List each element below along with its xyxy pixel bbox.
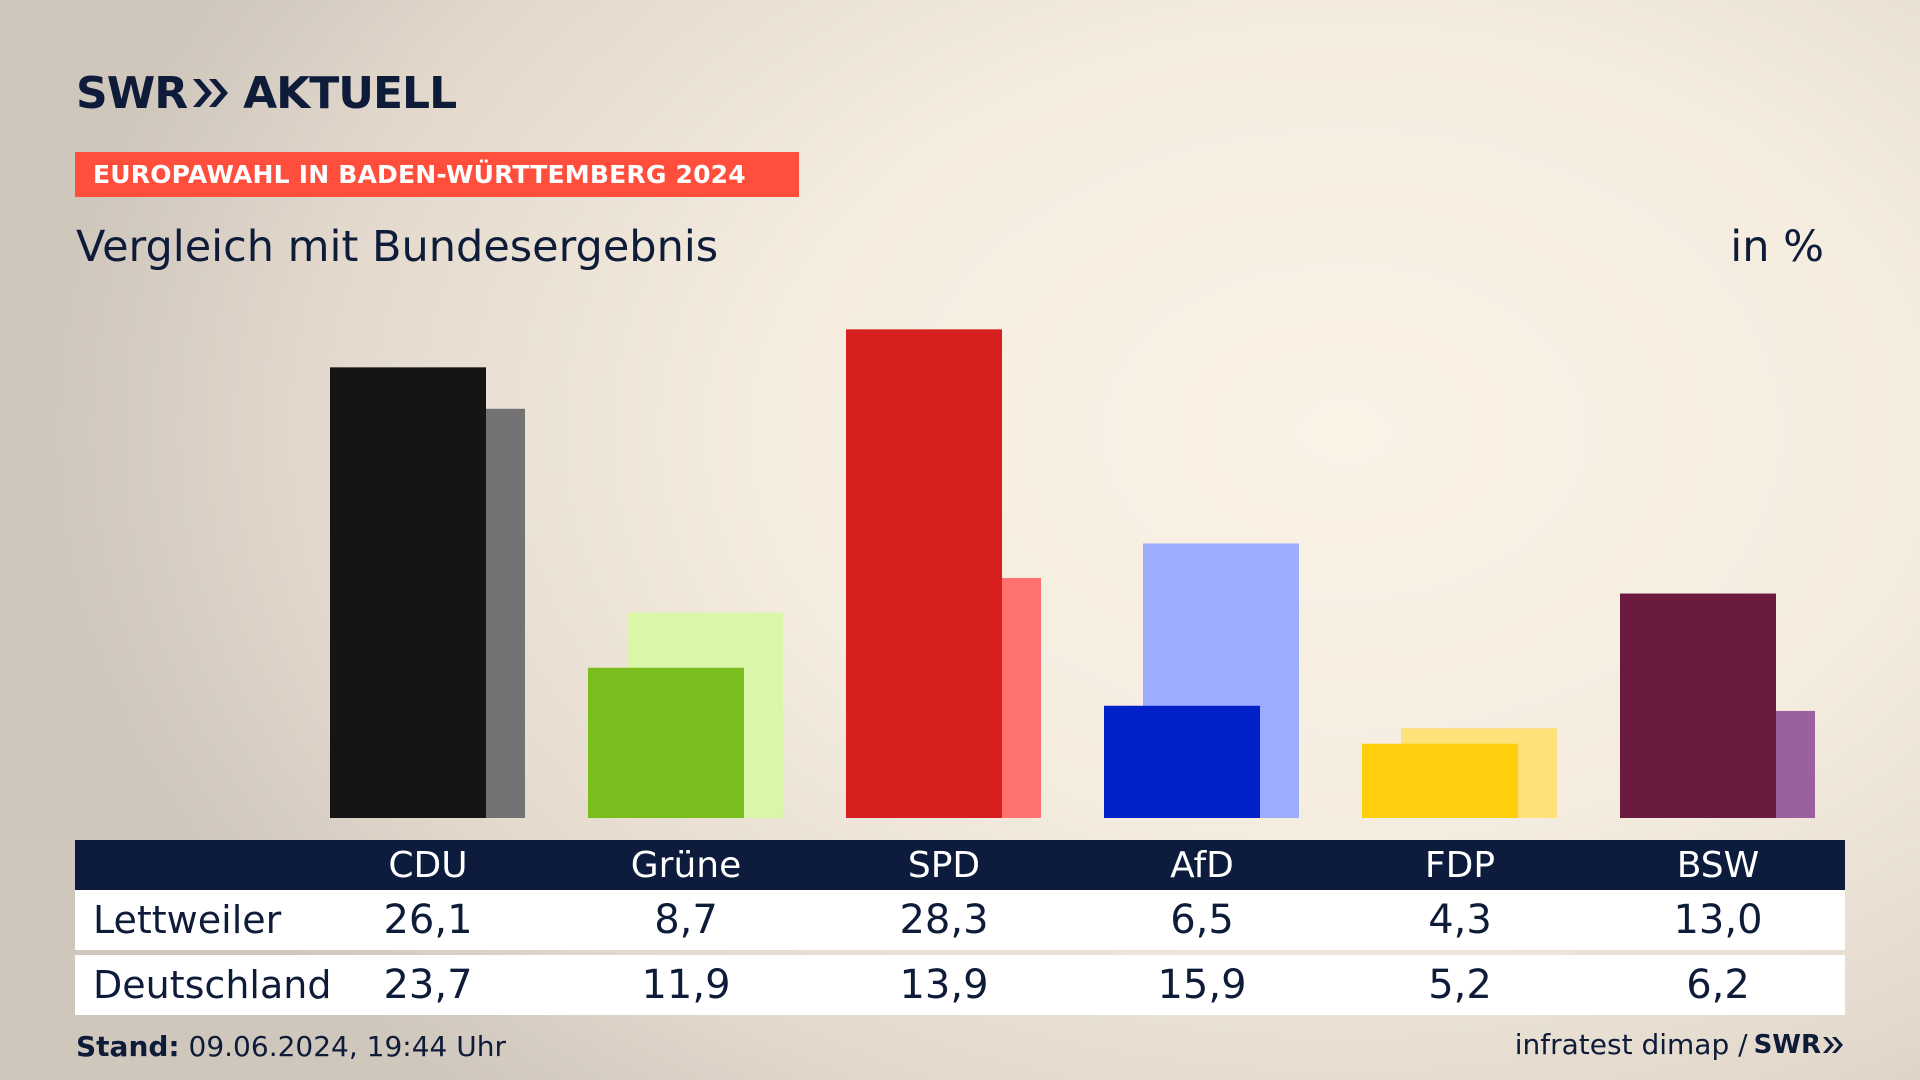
- value-deutschland-afd: 15,9: [1157, 962, 1247, 1008]
- table-row-deutschland: Deutschland 23,7 11,9 13,9 15,9 5,2 6,2: [75, 955, 1845, 1015]
- bar-grune-lettweiler: [588, 667, 744, 818]
- swr-chevrons-icon: [193, 79, 229, 107]
- bar-spd-lettweiler: [846, 329, 1002, 818]
- row-label-lettweiler: Lettweiler: [93, 898, 282, 942]
- swr-chevrons-small-icon: [1823, 1036, 1843, 1053]
- table-header: CDU Grüne SPD AfD FDP BSW: [75, 840, 1845, 890]
- column-header-afd: AfD: [1170, 844, 1234, 886]
- results-table: CDU Grüne SPD AfD FDP BSW Lettweiler 26,1 8,7 2…: [75, 840, 1845, 1015]
- value-lettweiler-cdu: 26,1: [383, 897, 473, 943]
- swr-aktuell-logo: SWR AKTUELL: [76, 67, 457, 119]
- column-header-spd: SPD: [907, 844, 981, 886]
- source-brand: SWR: [1753, 1029, 1821, 1060]
- column-header-cdu: CDU: [388, 844, 468, 886]
- column-header-fdp: FDP: [1424, 844, 1496, 886]
- source-text: infratest dimap /: [1514, 1028, 1748, 1061]
- unit-label: in %: [1730, 222, 1824, 272]
- row-label-deutschland: Deutschland: [93, 963, 332, 1007]
- aktuell-wordmark: AKTUELL: [243, 67, 457, 119]
- timestamp: Stand: 09.06.2024, 19:44 Uhr: [76, 1030, 506, 1063]
- value-lettweiler-fdp: 4,3: [1428, 897, 1492, 943]
- column-header-bsw: BSW: [1676, 844, 1760, 886]
- bar-cdu-lettweiler: [330, 367, 486, 818]
- value-deutschland-bsw: 6,2: [1686, 962, 1750, 1008]
- value-lettweiler-grune: 8,7: [654, 897, 718, 943]
- value-lettweiler-spd: 28,3: [899, 897, 989, 943]
- election-banner: EUROPAWAHL IN BADEN-WÜRTTEMBERG 2024: [75, 152, 799, 197]
- value-lettweiler-afd: 6,5: [1170, 897, 1234, 943]
- stand-value: 09.06.2024, 19:44 Uhr: [188, 1030, 506, 1063]
- table-row-lettweiler: Lettweiler 26,1 8,7 28,3 6,5 4,3 13,0: [75, 890, 1845, 950]
- bar-chart: [330, 329, 1815, 818]
- value-lettweiler-bsw: 13,0: [1673, 897, 1763, 943]
- swr-wordmark: SWR: [76, 67, 188, 119]
- chart-subtitle: Vergleich mit Bundesergebnis: [76, 222, 719, 272]
- bar-bsw-lettweiler: [1620, 593, 1776, 818]
- bar-fdp-lettweiler: [1362, 743, 1518, 818]
- bar-afd-lettweiler: [1104, 705, 1260, 818]
- column-header-grune: Grüne: [630, 844, 742, 886]
- source-credit: infratest dimap / SWR: [1515, 1028, 1845, 1061]
- value-deutschland-grune: 11,9: [641, 962, 731, 1008]
- value-deutschland-fdp: 5,2: [1428, 962, 1492, 1008]
- value-deutschland-spd: 13,9: [899, 962, 989, 1008]
- stand-label: Stand:: [76, 1030, 180, 1063]
- value-deutschland-cdu: 23,7: [383, 962, 473, 1008]
